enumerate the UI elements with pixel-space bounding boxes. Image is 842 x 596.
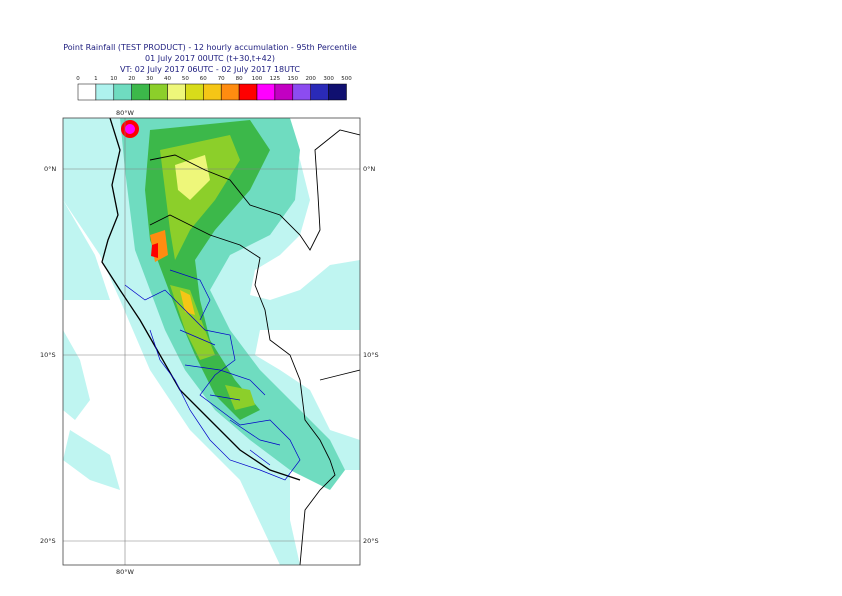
- legend-threshold-label: 80: [236, 76, 243, 82]
- legend-threshold-label: 0: [76, 76, 80, 82]
- legend-threshold-label: 10: [110, 76, 117, 82]
- legend-threshold-label: 1: [94, 76, 98, 82]
- run-time-label: 01 July 2017 00UTC (t+30,t+42): [145, 54, 275, 63]
- legend-threshold-label: 40: [164, 76, 171, 82]
- lat-label-10s-right: 10°S: [363, 351, 379, 359]
- legend-threshold-label: 60: [200, 76, 207, 82]
- colorbar-legend: 0 1 10 20 30 40 50 60 70 80 100 125 150 200 300 500: [76, 76, 352, 101]
- legend-threshold-label: 20: [128, 76, 135, 82]
- legend-threshold-label: 70: [218, 76, 225, 82]
- chart-title: Point Rainfall (TEST PRODUCT) - 12 hourl…: [63, 43, 357, 52]
- lon-label-top: 80°W: [116, 109, 135, 117]
- lat-label-20s-right: 20°S: [363, 537, 379, 545]
- valid-time-label: VT: 02 July 2017 06UTC - 02 July 2017 18…: [120, 65, 300, 74]
- legend-threshold-label: 150: [288, 76, 299, 82]
- lat-label-0-right: 0°N: [363, 165, 375, 173]
- legend-swatch: [328, 83, 347, 101]
- lat-label-0: 0°N: [44, 165, 56, 173]
- legend-threshold-label: 50: [182, 76, 189, 82]
- lat-label-20s: 20°S: [40, 537, 56, 545]
- lon-label-bottom: 80°W: [116, 568, 135, 576]
- legend-threshold-label: 300: [323, 76, 334, 82]
- legend-threshold-label: 200: [305, 76, 316, 82]
- legend-threshold-label: 30: [146, 76, 153, 82]
- legend-threshold-label: 125: [270, 76, 281, 82]
- legend-threshold-label: 500: [341, 76, 352, 82]
- legend-threshold-label: 100: [252, 76, 263, 82]
- lat-label-10s: 10°S: [40, 351, 56, 359]
